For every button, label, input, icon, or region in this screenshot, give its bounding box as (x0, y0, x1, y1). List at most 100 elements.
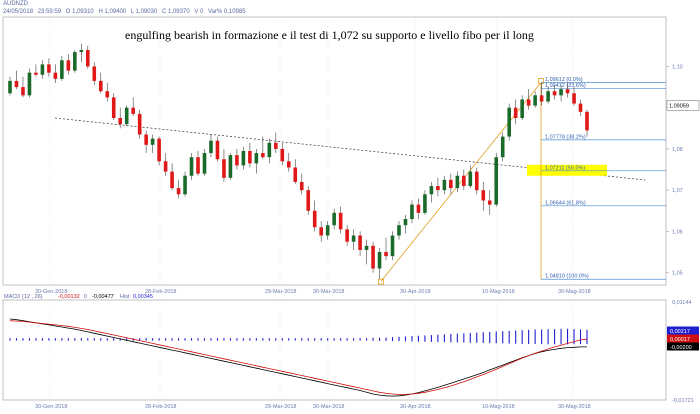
macd-panel-frame (2, 299, 667, 401)
macd-legend-item: MACD (4, 294, 20, 300)
candle-body (202, 153, 207, 174)
candle-body (565, 89, 570, 94)
macd-tick-label: 0,01144 (672, 300, 691, 306)
candle-body (47, 64, 51, 73)
candle-body (222, 159, 226, 178)
candle-body (21, 87, 25, 96)
macd-value-box (667, 334, 699, 343)
bar-low: L 1,09030 (130, 9, 158, 15)
candle-body (293, 167, 298, 182)
date-tick-label: 30-Mag-2018 (558, 289, 591, 295)
candle-body (481, 190, 486, 201)
price-panel-frame (2, 16, 667, 286)
candle-body (520, 99, 524, 119)
bar-time: 23:59:59 (37, 9, 62, 15)
candle-body (546, 91, 550, 102)
date-tick-label: 29-Mar-2018 (265, 289, 297, 295)
price-tick-label: 1,05 (672, 271, 683, 277)
date-tick-label: 30-Apr-2018 (400, 289, 431, 295)
candle-body (124, 107, 129, 125)
candle-body (286, 161, 291, 168)
candle-body (183, 175, 187, 195)
last-price-box (666, 100, 700, 111)
candle-body (34, 72, 38, 75)
candle-body (228, 155, 233, 178)
macd-date-tick-label: 30-Mag-2018 (558, 404, 591, 410)
candle-body (384, 252, 388, 257)
candle-body (572, 93, 576, 104)
candle-body (306, 190, 311, 211)
fib-level-label: 1,06644 (61.8%) (545, 200, 586, 206)
macd-value-box (667, 342, 699, 351)
candle-body (98, 80, 103, 92)
candle-body (487, 200, 492, 205)
candle-body (377, 252, 382, 269)
candle-body (423, 194, 427, 213)
bar-volume: V 0 (194, 9, 204, 15)
fib-highlight (527, 164, 607, 176)
bar-high: H 1,09400 (98, 9, 127, 15)
candle-body (397, 225, 401, 236)
chart-annotation: engulfing bearish in formazione e il tes… (125, 28, 534, 42)
candle-body (449, 179, 453, 189)
candle-body (474, 171, 479, 191)
candle-body (429, 186, 434, 195)
macd-date-tick-label: 28-Feb-2018 (145, 404, 177, 410)
candle-body (319, 227, 323, 236)
candle-body (513, 107, 518, 119)
ohlc-info: 24/05/2018 23:59:59 O 1,09310 H 1,09400 … (3, 9, 249, 16)
candle-body (500, 136, 505, 158)
candle-body (137, 113, 142, 135)
candle-body (241, 151, 246, 166)
candle-body (27, 72, 32, 96)
macd-value-label: -0,00200 (670, 345, 692, 351)
candle-body (462, 175, 466, 187)
candle-body (85, 49, 90, 67)
candle-body (442, 179, 447, 191)
candle-body (254, 153, 259, 164)
candle-body (73, 52, 77, 71)
bar-close: C 1,09370 (161, 9, 190, 15)
candle-body (131, 107, 135, 114)
fib-level-label: 1,07211 (50.0%) (545, 165, 585, 171)
candle-body (338, 212, 343, 230)
candle-body (196, 157, 200, 174)
candle-body (144, 134, 148, 145)
candle-body (325, 225, 330, 236)
candle-body (267, 142, 272, 158)
bar-date: 24/05/2018 (3, 9, 34, 15)
candle-body (157, 138, 161, 162)
candle-body (468, 171, 473, 187)
candle-body (8, 80, 12, 94)
candle-body (494, 157, 499, 205)
last-price-label: 1,09059 (669, 103, 689, 109)
fib-level-label: 1,09612 (0.0%) (545, 77, 583, 83)
price-tick-label: 1,10 (672, 64, 683, 70)
candle-body (176, 188, 181, 195)
macd-value-box (667, 326, 699, 335)
macd-legend-item: (12 , 26) (22, 294, 43, 300)
trendline (54, 117, 646, 181)
macd-legend-item: -0,00132 (58, 294, 80, 300)
macd-date-tick-label: 30-Apr-2018 (400, 404, 431, 410)
symbol-label: AUDNZD (3, 1, 28, 7)
candle-body (280, 148, 285, 162)
macd-line (9, 318, 587, 397)
price-tick-label: 1,07 (672, 188, 683, 194)
candle-body (79, 49, 84, 53)
candle-body (215, 140, 220, 160)
candle-body (507, 107, 512, 137)
macd-legend-item: 0 (84, 294, 87, 300)
candle-body (578, 103, 583, 112)
signal-line (9, 320, 588, 395)
date-tick-label: 30-Mar-2018 (313, 289, 345, 295)
candle-body (559, 89, 563, 96)
bar-open: O 1,09310 (65, 9, 94, 15)
candle-body (390, 235, 395, 257)
candle-body (261, 153, 265, 158)
candle-body (312, 210, 317, 228)
candle-body (274, 142, 278, 149)
candle-body (351, 235, 356, 242)
fib-level-label: 1,07778 (38.2%) (545, 134, 586, 140)
